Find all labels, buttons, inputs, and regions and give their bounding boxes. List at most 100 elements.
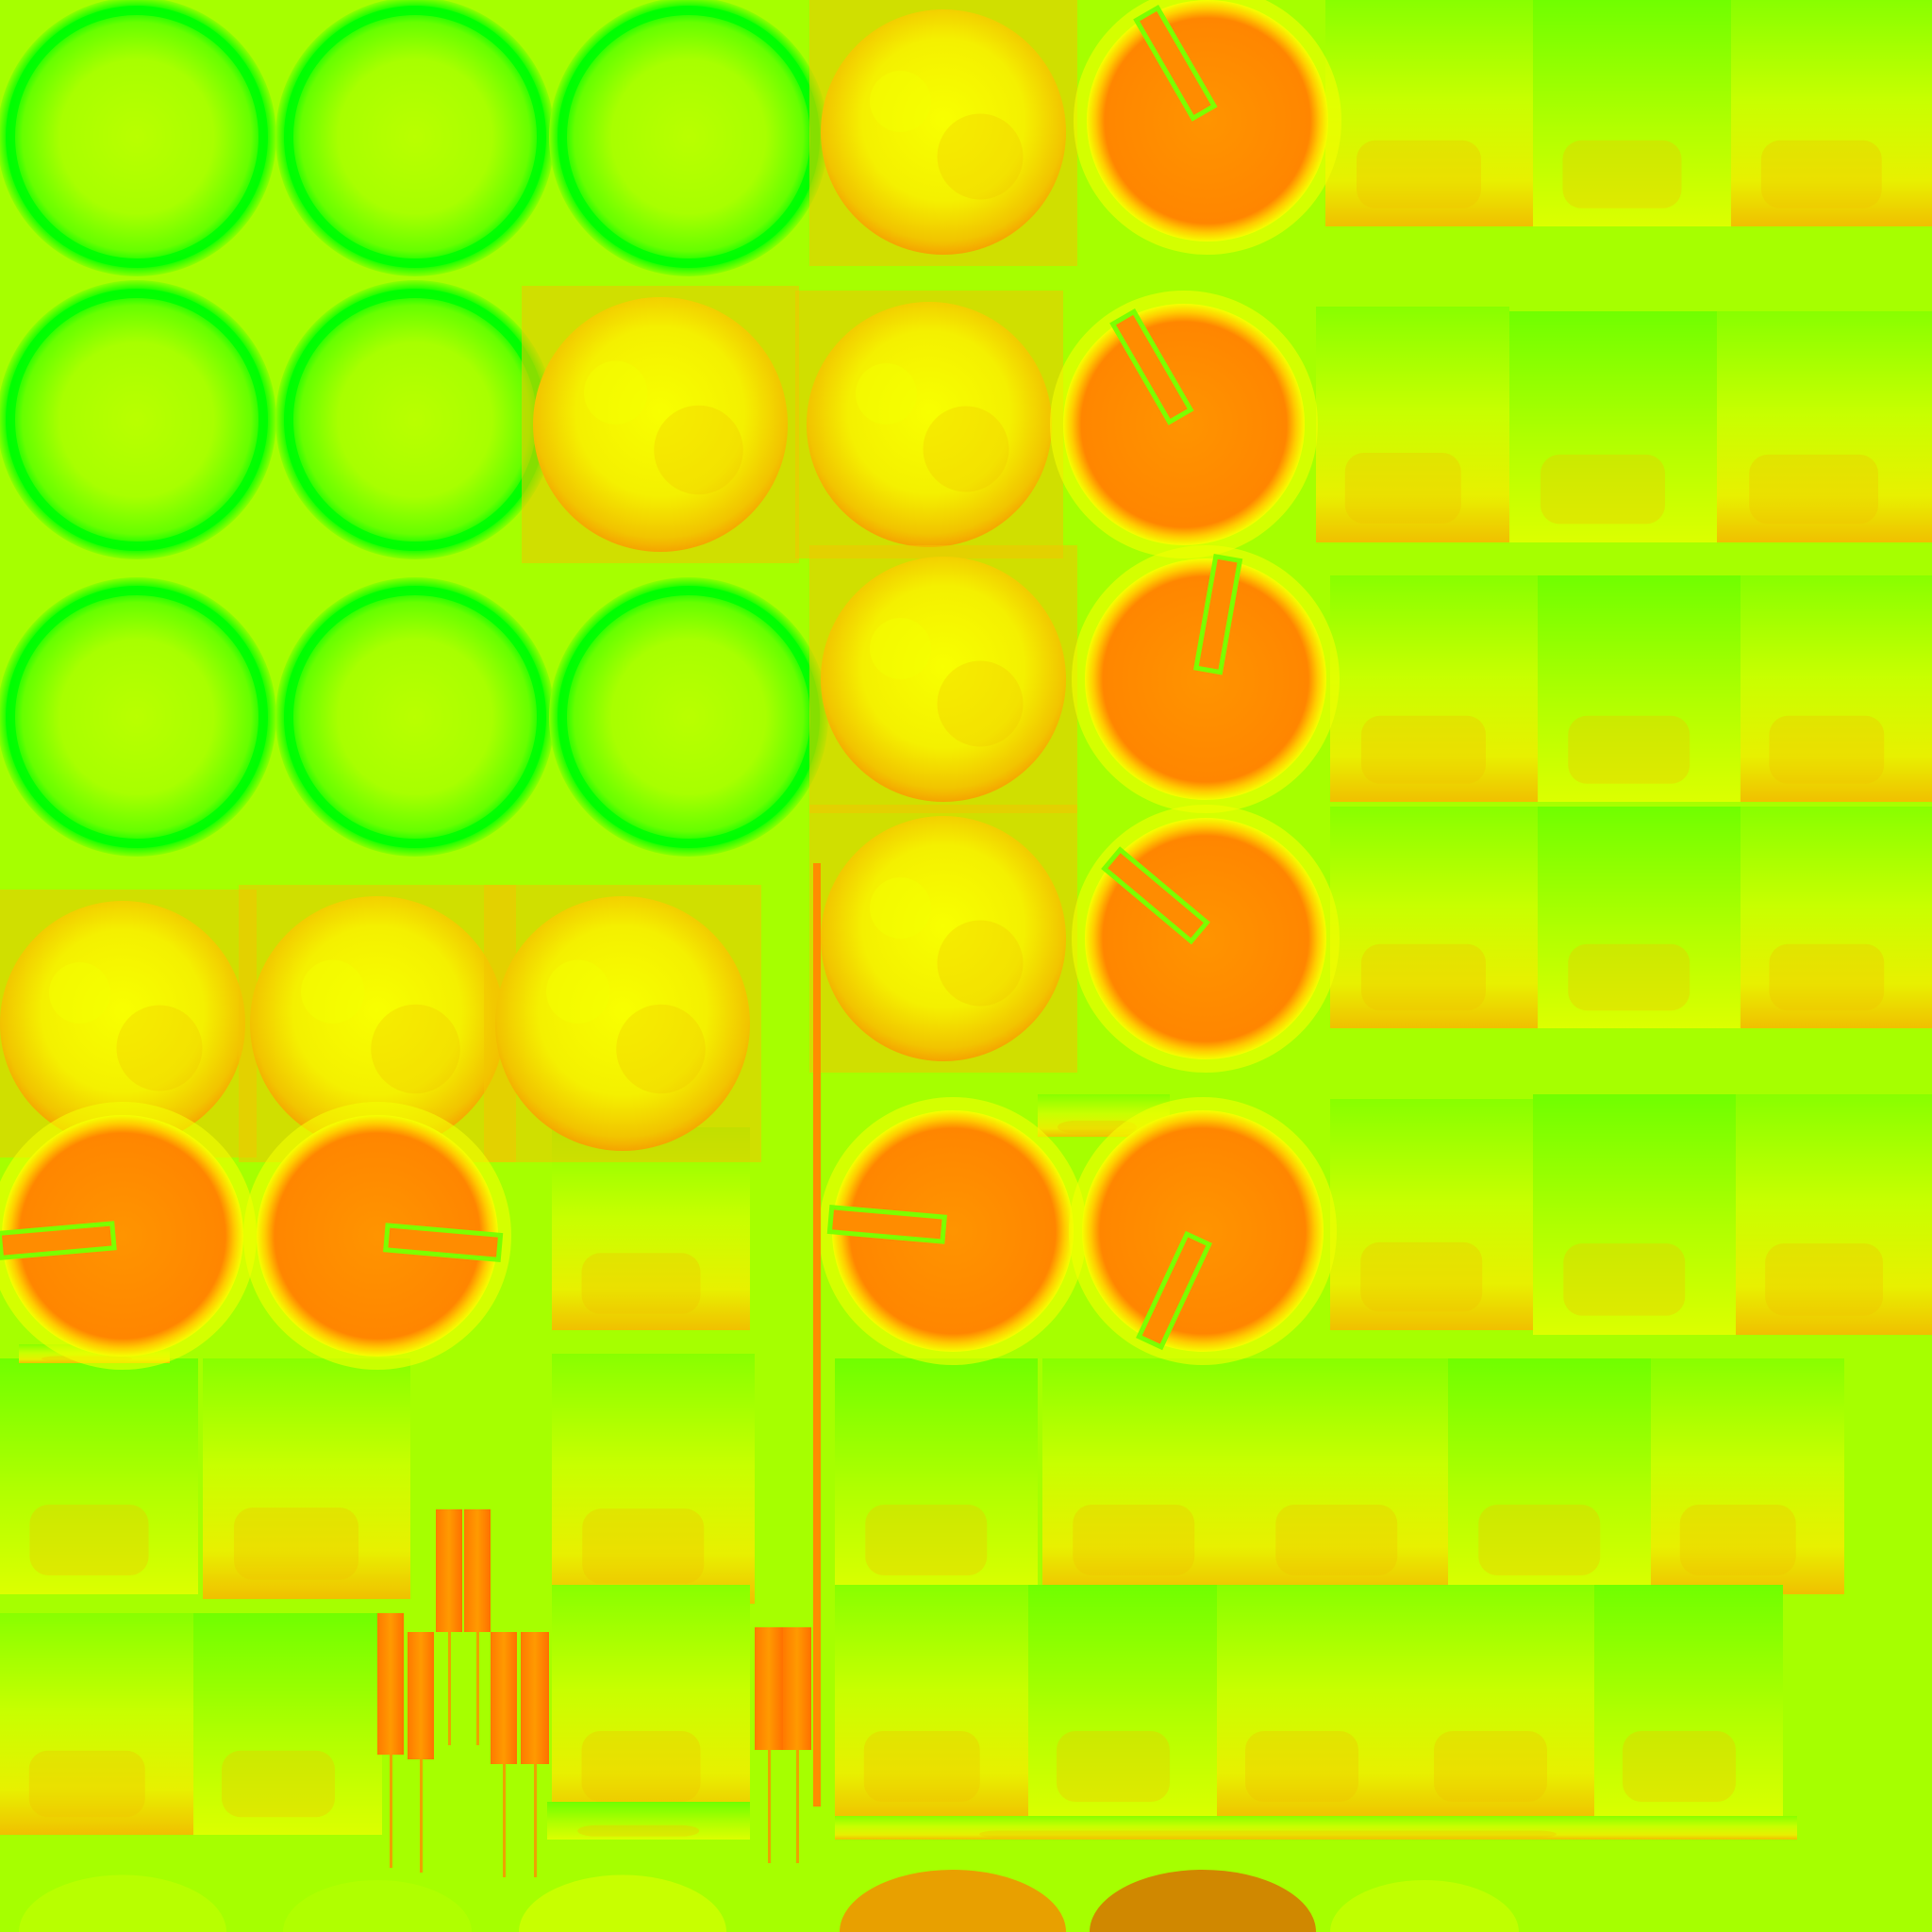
sun-disc: [809, 0, 1077, 266]
ring-disc-fill: [0, 280, 276, 559]
sun-disc-mottle: [937, 113, 1024, 200]
dial-disc-bar: [1133, 5, 1218, 122]
blob-fill: [19, 1874, 226, 1932]
panel-tile: [1042, 1358, 1245, 1594]
panel-fill: [552, 1354, 755, 1604]
ring-disc: [549, 577, 828, 857]
panel-stain: [1541, 454, 1665, 525]
panel-fill: [1316, 307, 1509, 542]
panel-fill: [1740, 575, 1932, 802]
strip-fill: [408, 1632, 434, 1759]
sun-disc-mottle: [371, 1004, 460, 1094]
strip-tail: [503, 1764, 506, 1877]
panel-tile: [193, 1613, 382, 1835]
blob: [840, 1870, 1066, 1932]
panel-fill: [547, 1802, 750, 1840]
panel-fill: [1217, 1585, 1406, 1821]
sun-disc-fill: [0, 901, 245, 1146]
panel-tile: [1330, 575, 1538, 802]
sun-disc-highlight: [856, 363, 917, 425]
strip: [521, 1632, 549, 1877]
ring-disc-edge: [6, 6, 268, 268]
panel-fill: [1448, 1358, 1651, 1594]
panel-tile: [1538, 575, 1740, 802]
sun-disc-fill: [250, 896, 505, 1151]
panel-tile: [835, 1816, 1797, 1840]
sun-disc-mottle: [923, 406, 1009, 492]
panel-tile: [552, 1354, 755, 1604]
sun-disc-highlight: [584, 360, 648, 425]
sun-disc-fill: [821, 816, 1066, 1061]
ring-disc: [0, 280, 276, 559]
panel-fill: [0, 1358, 198, 1594]
panel-tile: [1594, 1585, 1783, 1821]
panel-tile: [203, 1358, 410, 1599]
strip: [408, 1632, 434, 1873]
dial-disc-bar: [1101, 846, 1210, 945]
dial-disc-fill: [1087, 0, 1328, 242]
strip-fill: [755, 1627, 783, 1750]
panel-stain: [582, 1508, 705, 1584]
sun-disc: [795, 291, 1063, 558]
dial-disc: [1069, 1097, 1337, 1365]
dial-disc-bar: [1136, 1230, 1212, 1351]
panel-fill: [1042, 1358, 1245, 1594]
strip: [491, 1632, 517, 1877]
panel-fill: [1736, 1094, 1932, 1335]
panel-stain: [234, 1507, 358, 1580]
strip-fill: [521, 1632, 549, 1764]
dial-disc: [1074, 0, 1341, 255]
panel-fill: [1731, 0, 1932, 226]
dial-disc-fill: [257, 1115, 498, 1357]
panel-fill: [1330, 807, 1538, 1028]
panel-tile: [552, 1585, 750, 1821]
strip: [436, 1509, 462, 1745]
panel-tile: [1330, 1099, 1533, 1330]
dial-disc-bar: [1109, 308, 1194, 425]
strip-fill: [436, 1509, 462, 1632]
ring-disc-edge: [6, 289, 268, 551]
sun-disc-mottle: [116, 1005, 203, 1091]
strip-tail: [420, 1759, 423, 1873]
strip-tail: [768, 1750, 771, 1863]
dial-disc: [819, 1097, 1087, 1365]
blob: [519, 1874, 726, 1932]
panel-stain: [1568, 943, 1690, 1011]
sun-disc-highlight: [301, 959, 365, 1024]
ring-disc-fill: [275, 0, 555, 276]
dial-disc-fill: [1085, 558, 1326, 800]
panel-fill: [1533, 1094, 1736, 1335]
panel-stain: [1769, 943, 1885, 1011]
sun-disc: [809, 805, 1077, 1073]
panel-fill: [1538, 575, 1740, 802]
panel-tile: [0, 1613, 193, 1835]
panel-tile: [1330, 807, 1538, 1028]
strip: [755, 1627, 783, 1863]
panel-tile: [1448, 1358, 1651, 1594]
panel-tile: [1245, 1358, 1448, 1594]
ring-discs-layer: [0, 0, 828, 857]
panel-fill: [1717, 311, 1932, 542]
blob-fill: [519, 1874, 726, 1932]
blob: [1090, 1870, 1316, 1932]
dial-disc-bar: [383, 1223, 504, 1262]
panel-fill: [1538, 807, 1740, 1028]
sun-disc-highlight: [546, 959, 610, 1024]
panel-fill: [1651, 1358, 1844, 1594]
sun-disc-fill: [807, 302, 1052, 547]
panel-tile: [1533, 1094, 1736, 1335]
panel-fill: [1330, 575, 1538, 802]
panel-fill: [1325, 0, 1533, 226]
panel-fill: [0, 1613, 193, 1835]
sun-disc-highlight: [870, 877, 931, 939]
strip-fill: [377, 1613, 404, 1755]
panel-stain: [1361, 715, 1486, 784]
panel-stain: [1357, 140, 1481, 208]
panel-fill: [552, 1585, 750, 1821]
panel-tile: [1717, 311, 1932, 542]
panel-fill: [1330, 1099, 1533, 1330]
panel-tile: [1740, 807, 1932, 1028]
panel-stain: [1679, 1505, 1796, 1575]
strip-fill: [464, 1509, 491, 1632]
